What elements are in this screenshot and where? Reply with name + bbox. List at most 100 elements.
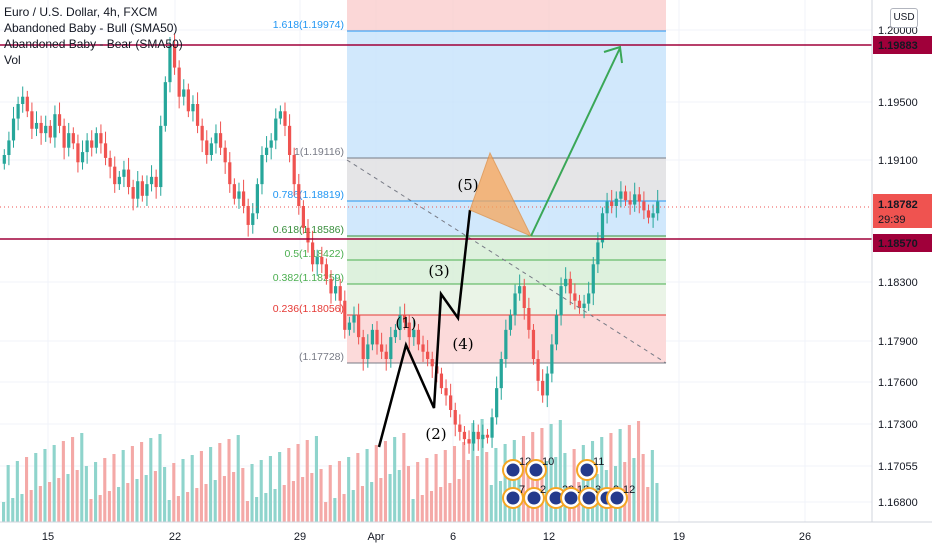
candle-body: [94, 133, 98, 148]
candle-body: [398, 315, 402, 330]
volume-bar: [429, 491, 434, 522]
candle-body: [421, 344, 425, 352]
price-tick-label: 1.19500: [878, 97, 918, 109]
volume-bar: [347, 457, 351, 522]
volume-bar: [278, 452, 282, 522]
candle-body: [62, 125, 66, 148]
candle-body: [628, 200, 632, 205]
price-tick-label: 1.18300: [878, 277, 918, 289]
candle-body: [195, 104, 200, 126]
indicator-bull-label[interactable]: Abandoned Baby - Bull (SMA50): [4, 21, 178, 35]
candle-body: [2, 155, 6, 164]
event-count: 10: [542, 456, 554, 468]
volume-bar: [600, 437, 604, 522]
candle-body: [559, 286, 563, 316]
volume-bar: [126, 483, 130, 522]
candle-body: [462, 431, 467, 440]
volume-bar: [227, 439, 231, 522]
event-flag: [610, 491, 624, 505]
volume-bar: [636, 421, 641, 522]
current-price-label: 1.18782: [878, 199, 918, 211]
candle-body: [504, 329, 508, 359]
wave-label: (4): [452, 335, 473, 353]
candle-body: [642, 201, 646, 211]
volume-bar: [388, 474, 392, 522]
volume-bar: [181, 459, 185, 522]
candle-body: [582, 303, 586, 308]
currency-badge[interactable]: USD: [890, 8, 918, 28]
volume-bar: [121, 450, 125, 522]
volume-bar: [255, 497, 259, 522]
candle-body: [352, 315, 356, 323]
event-flag: [527, 491, 541, 505]
volume-bar: [310, 473, 314, 522]
volume-bar: [558, 420, 562, 522]
volume-bar: [25, 457, 29, 522]
fib-zone-top: [347, 0, 666, 31]
candle-body: [25, 96, 29, 112]
wave-label: (2): [425, 425, 446, 443]
volume-bar: [287, 448, 291, 522]
volume-bar: [94, 462, 98, 522]
candle-body: [16, 104, 20, 119]
volume-label[interactable]: Vol: [4, 53, 21, 67]
trend-line: [346, 159, 667, 364]
volume-bar: [305, 440, 309, 522]
volume-bar: [250, 464, 254, 522]
volume-bar: [268, 456, 272, 522]
event-count: 7: [519, 484, 525, 496]
elliott-wave-path: [377, 209, 472, 448]
volume-bar: [498, 481, 503, 522]
candle-body: [449, 395, 453, 410]
candle-body: [591, 264, 595, 294]
resistance-price-label-bg: [873, 36, 932, 54]
symbol-title[interactable]: Euro / U.S. Dollar, 4h, FXCM: [4, 5, 158, 19]
candle-body: [57, 114, 62, 126]
volume-bar: [117, 487, 121, 522]
volume-bar: [38, 486, 42, 522]
volume-bar: [232, 472, 236, 522]
volume-bar: [264, 493, 268, 522]
volume-bar: [489, 485, 493, 522]
candle-body: [122, 169, 126, 177]
candle-body: [370, 329, 375, 345]
volume-bar: [632, 458, 636, 522]
volume-bar: [140, 442, 144, 522]
candle-body: [48, 125, 52, 138]
volume-bar: [503, 444, 507, 522]
candle-body: [508, 315, 513, 330]
volume-bar: [393, 437, 397, 522]
volume-bar: [176, 496, 180, 522]
price-tick-label: 1.20000: [878, 25, 918, 37]
volume-bar: [512, 440, 516, 522]
volume-bar: [420, 495, 424, 522]
event-flag: [580, 463, 594, 477]
fib-level-label: 0.382(1.18259): [273, 272, 344, 284]
volume-bar: [485, 452, 489, 522]
candle-body: [605, 201, 609, 214]
candle-body: [444, 388, 448, 396]
candle-body: [458, 424, 462, 432]
candle-body: [228, 162, 232, 185]
candle-body: [564, 278, 568, 287]
candle-body: [554, 315, 559, 345]
candle-body: [278, 111, 282, 119]
volume-bar: [319, 469, 323, 522]
volume-bar: [167, 500, 171, 522]
volume-bar: [434, 454, 438, 522]
event-flag: [564, 491, 578, 505]
candle-body: [182, 89, 186, 97]
volume-bar: [402, 433, 406, 522]
volume-bar: [61, 441, 65, 522]
candle-body: [30, 111, 34, 129]
candle-body: [113, 166, 117, 185]
candle-body: [518, 286, 522, 294]
candle-body: [140, 181, 144, 196]
volume-bar: [195, 488, 199, 522]
countdown-label: 29:39: [878, 214, 906, 226]
candle-body: [610, 201, 614, 206]
volume-bar: [144, 475, 148, 522]
indicator-bear-label[interactable]: Abandoned Baby - Bear (SMA50): [4, 37, 183, 51]
volume-bar: [236, 435, 240, 522]
